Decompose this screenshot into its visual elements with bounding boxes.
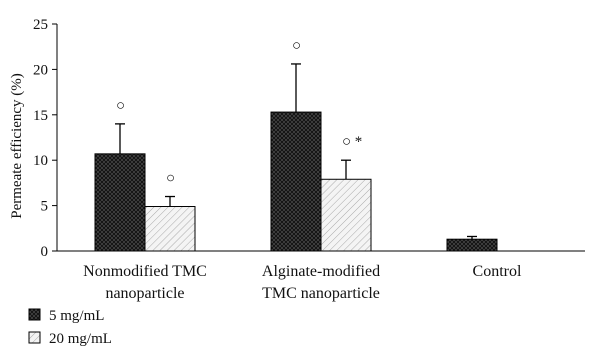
bar <box>144 206 196 252</box>
y-tick-label: 20 <box>33 62 48 78</box>
x-category-label: Nonmodified TMC <box>83 263 207 280</box>
legend-swatch <box>28 308 41 321</box>
legend-label: 5 mg/mL <box>49 308 104 324</box>
legend-label: 20 mg/mL <box>49 331 112 347</box>
y-axis-title: Permeate efficiency (%) <box>9 73 25 218</box>
y-tick-label: 25 <box>33 17 48 33</box>
y-tick-label: 15 <box>33 108 48 124</box>
bar <box>94 153 146 252</box>
x-category-label: Alginate-modified <box>262 263 380 280</box>
error-bars-layer <box>115 63 477 240</box>
bar <box>270 111 322 252</box>
significance-mark: ○ * <box>342 134 362 150</box>
y-tick-label: 0 <box>41 244 49 260</box>
y-tick-label: 10 <box>33 153 48 169</box>
legend-swatch <box>28 331 41 344</box>
significance-mark: ○ <box>116 98 125 114</box>
bar <box>446 238 498 252</box>
x-category-label: nanoparticle <box>105 285 184 302</box>
x-category-labels: Nonmodified TMC nanoparticle Alginate-modi… <box>83 263 522 302</box>
y-axis: 0 5 10 15 20 25 <box>33 17 58 260</box>
legend: 5 mg/mL 20 mg/mL <box>28 308 112 347</box>
x-category-label: Control <box>473 263 522 280</box>
y-tick-label: 5 <box>41 199 49 215</box>
x-category-label: TMC nanoparticle <box>262 285 380 302</box>
bars-layer <box>94 111 498 252</box>
significance-mark: ○ <box>166 171 175 187</box>
significance-annotations: ○ ○ ○ ○ * <box>116 38 362 187</box>
bar <box>320 178 372 252</box>
significance-mark: ○ <box>292 38 301 54</box>
